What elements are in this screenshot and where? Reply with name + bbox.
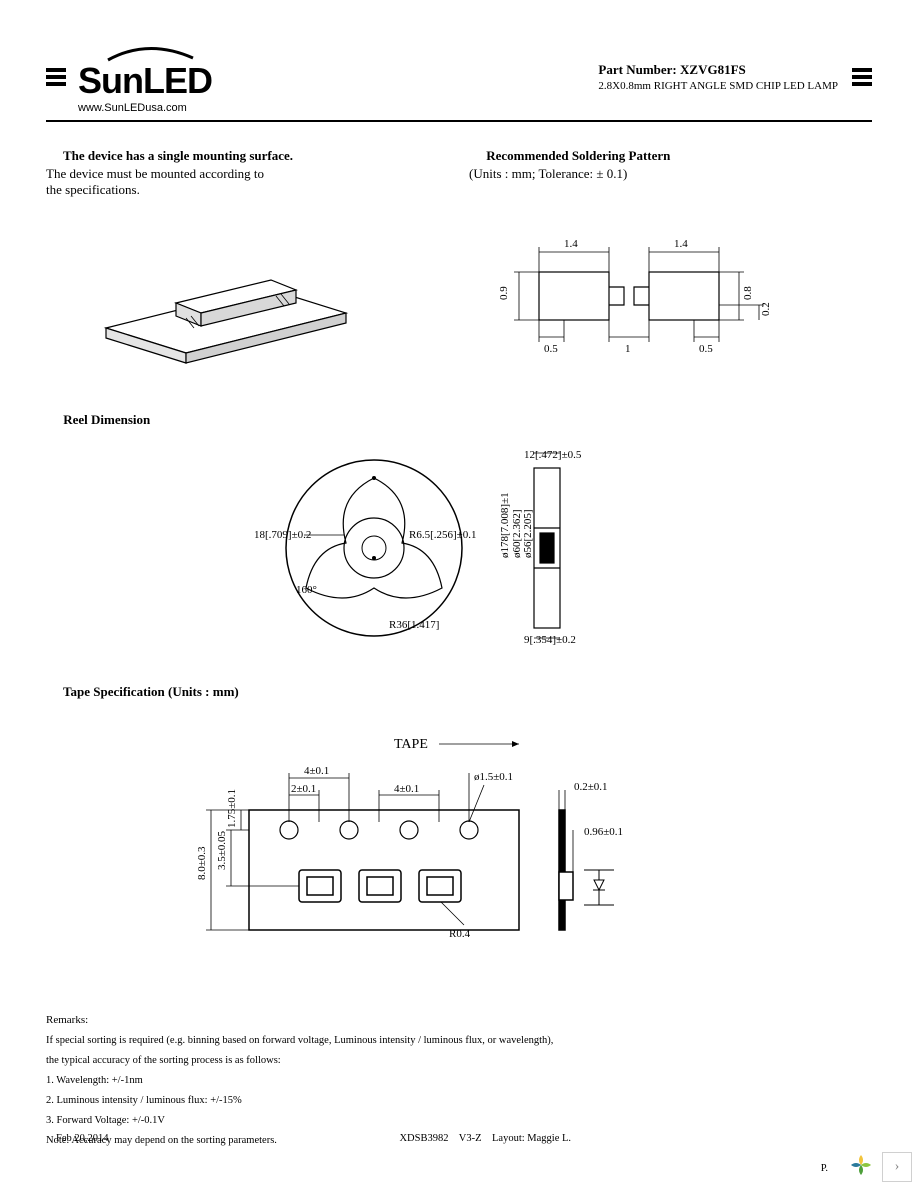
svg-text:R36[1.417]: R36[1.417] [389, 619, 439, 631]
svg-text:ø178[7.008]±1: ø178[7.008]±1 [499, 492, 511, 558]
svg-text:18[.709]±0.2: 18[.709]±0.2 [254, 529, 311, 541]
svg-text:0.2±0.1: 0.2±0.1 [574, 781, 608, 793]
viewer-logo-icon[interactable] [848, 1152, 880, 1182]
brand-logo: SunLED www.SunLEDusa.com [78, 40, 258, 114]
reel-diagram: 12[.472]±0.5 18[.709]±0.2 R6.5[.256]±0.1… [46, 438, 872, 648]
svg-text:3.5±0.05: 3.5±0.05 [216, 830, 228, 870]
dim-text: 1.4 [564, 238, 578, 250]
part-description: 2.8X0.8mm RIGHT ANGLE SMD CHIP LED LAMP [598, 80, 838, 92]
svg-text:0.9: 0.9 [498, 286, 510, 300]
remarks-intro1: If special sorting is required (e.g. bin… [46, 1031, 872, 1051]
mounting-section: The device has a single mounting surface… [46, 148, 449, 372]
svg-text:4±0.1: 4±0.1 [304, 765, 329, 777]
svg-text:ø1.5±0.1: ø1.5±0.1 [474, 771, 513, 783]
soldering-diagram: 1.4 1.4 0.9 0.8 0.2 0.5 1 0.5 [469, 212, 872, 372]
svg-text:1.4: 1.4 [674, 238, 688, 250]
svg-text:4±0.1: 4±0.1 [394, 783, 419, 795]
bullet-icon [469, 151, 477, 159]
page-header: SunLED www.SunLEDusa.com Part Number: XZ… [46, 40, 872, 122]
svg-text:9[.354]±0.2: 9[.354]±0.2 [524, 634, 576, 646]
tape-section: Tape Specification (Units : mm) TAPE [46, 684, 872, 970]
header-left: SunLED www.SunLEDusa.com [46, 40, 258, 114]
part-number: Part Number: XZVG81FS [598, 62, 838, 78]
reel-section: Reel Dimension [46, 412, 872, 648]
mounting-line3: the specifications. [46, 182, 449, 198]
page-footer: Feb 20,2014 XDSB3982 V3-Z Layout: Maggie… [56, 1133, 862, 1144]
bullet-icon [46, 687, 54, 695]
remarks-title: Remarks: [46, 1010, 872, 1031]
bullet-icon [46, 415, 54, 423]
svg-text:R6.5[.256]±0.1: R6.5[.256]±0.1 [409, 529, 476, 541]
svg-text:160°: 160° [296, 584, 317, 596]
remarks-item1: 1. Wavelength: +/-1nm [46, 1071, 872, 1091]
reel-title: Reel Dimension [46, 412, 872, 428]
remarks-intro2: the typical accuracy of the sorting proc… [46, 1051, 872, 1071]
footer-date: Feb 20,2014 [56, 1133, 109, 1144]
svg-text:8.0±0.3: 8.0±0.3 [196, 846, 208, 880]
svg-text:1: 1 [625, 343, 631, 355]
next-page-button[interactable]: › [882, 1152, 912, 1182]
mounting-title: The device has a single mounting surface… [46, 148, 449, 164]
remarks-section: Remarks: If special sorting is required … [46, 1010, 872, 1151]
svg-text:1.75±0.1: 1.75±0.1 [226, 789, 238, 828]
mounting-diagram [46, 218, 449, 368]
tape-diagram: TAPE [46, 730, 872, 970]
logo-url: www.SunLEDusa.com [78, 102, 187, 114]
page-number: P. [821, 1163, 828, 1174]
part-info: Part Number: XZVG81FS 2.8X0.8mm RIGHT AN… [598, 62, 838, 92]
tape-title: Tape Specification (Units : mm) [46, 684, 872, 700]
logo-text: SunLED [78, 60, 212, 101]
menu-icon-right[interactable] [852, 68, 872, 86]
svg-text:2±0.1: 2±0.1 [291, 783, 316, 795]
svg-text:0.5: 0.5 [699, 343, 713, 355]
svg-text:0.96±0.1: 0.96±0.1 [584, 826, 623, 838]
svg-text:R0.4: R0.4 [449, 928, 471, 940]
svg-text:ø56[2.205]: ø56[2.205] [522, 509, 534, 558]
viewer-controls: › [848, 1152, 912, 1182]
remarks-item3: 3. Forward Voltage: +/-0.1V [46, 1111, 872, 1131]
soldering-title: Recommended Soldering Pattern [469, 148, 872, 164]
svg-text:12[.472]±0.5: 12[.472]±0.5 [524, 449, 582, 461]
footer-doc: XDSB3982 V3-Z Layout: Maggie L. [399, 1133, 571, 1144]
soldering-units: (Units : mm; Tolerance: ± 0.1) [469, 166, 872, 182]
remarks-item2: 2. Luminous intensity / luminous flux: +… [46, 1091, 872, 1111]
svg-text:TAPE: TAPE [394, 737, 428, 752]
bullet-icon [46, 151, 54, 159]
menu-icon[interactable] [46, 68, 66, 86]
svg-text:0.5: 0.5 [544, 343, 558, 355]
svg-text:0.8: 0.8 [742, 286, 754, 300]
soldering-section: Recommended Soldering Pattern (Units : m… [469, 148, 872, 372]
mounting-line2: The device must be mounted according to [46, 166, 449, 182]
header-right: Part Number: XZVG81FS 2.8X0.8mm RIGHT AN… [598, 62, 872, 92]
chevron-right-icon: › [895, 1159, 900, 1175]
svg-text:0.2: 0.2 [760, 302, 772, 316]
